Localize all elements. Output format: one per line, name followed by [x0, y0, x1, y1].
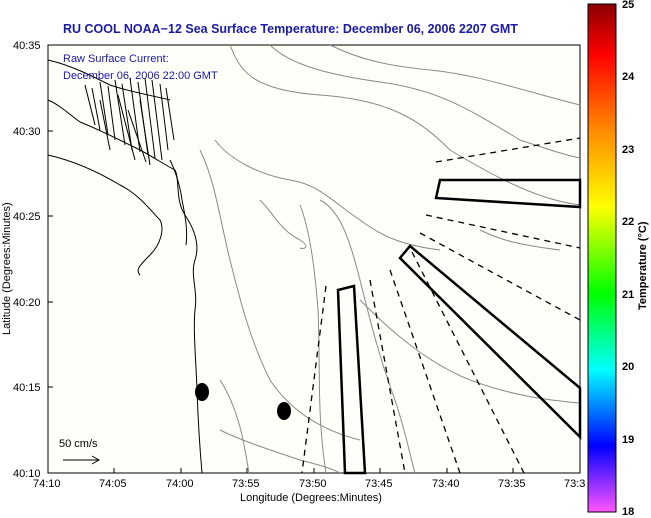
buoy-marker-1 [195, 383, 209, 401]
xtick-label: 74:10 [33, 478, 61, 490]
xtick-label: 73:45 [365, 478, 393, 490]
colorbar [587, 3, 617, 513]
ytick-label: 40:35 [13, 40, 41, 52]
map-frame [47, 44, 581, 474]
axis-ticks [47, 44, 514, 473]
colorbar-tick: 19 [622, 434, 634, 446]
ytick-label: 40:20 [13, 297, 41, 309]
colorbar-tick: 25 [622, 0, 634, 11]
scale-label: 50 cm/s [59, 438, 98, 450]
colorbar-tick: 18 [622, 506, 634, 518]
xtick-label: 73:40 [432, 478, 460, 490]
colorbar-tick: 21 [622, 289, 634, 301]
xtick-label: 73:55 [232, 478, 260, 490]
xtick-label: 73:35 [498, 478, 526, 490]
buoy-marker-2 [277, 402, 291, 420]
ytick-label: 40:10 [13, 468, 41, 480]
xtick-label: 73:50 [299, 478, 327, 490]
bathymetry-contours [199, 44, 581, 474]
colorbar-tick: 24 [622, 71, 635, 83]
x-axis-label: Longitude (Degrees:Minutes) [240, 492, 382, 504]
current-vectors [84, 77, 175, 166]
colorbar-tick: 23 [622, 144, 634, 156]
dashed-transects [301, 137, 581, 474]
xtick-label: 74:00 [166, 478, 194, 490]
colorbar-label: Temperature (°C) [637, 221, 649, 310]
scale-arrowhead [91, 455, 101, 465]
colorbar-tick: 22 [622, 216, 634, 228]
xtick-label: 73:3 [564, 478, 585, 490]
ytick-label: 40:25 [13, 211, 41, 223]
ytick-label: 40:30 [13, 126, 41, 138]
coastline [47, 59, 203, 474]
current-annotation-line2: December 06, 2006 22:00 GMT [63, 70, 218, 82]
y-axis-label: Latitude (Degrees:Minutes) [1, 202, 13, 335]
study-boxes [336, 178, 582, 475]
current-annotation-line1: Raw Surface Current: [63, 53, 169, 65]
ytick-label: 40:15 [13, 382, 41, 394]
xtick-label: 74:05 [99, 478, 127, 490]
map-title: RU COOL NOAA−12 Sea Surface Temperature:… [63, 22, 518, 36]
colorbar-tick: 20 [622, 361, 634, 373]
